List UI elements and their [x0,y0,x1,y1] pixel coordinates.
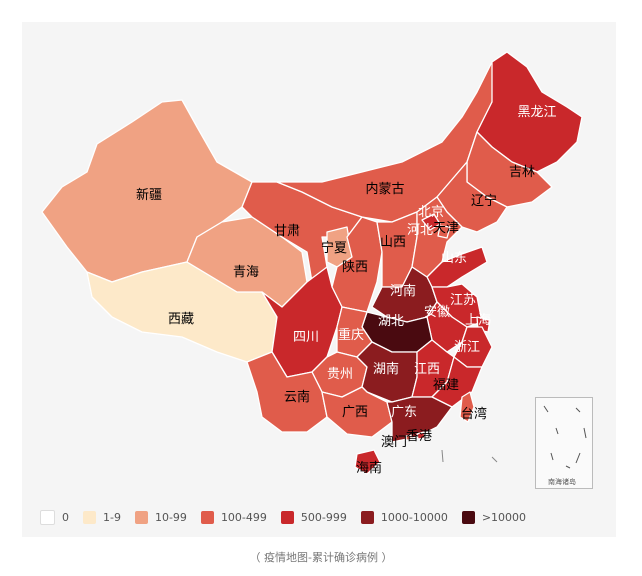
region-aomen[interactable] [405,434,412,441]
legend-swatch [83,510,96,524]
region-hainan[interactable] [354,449,381,475]
legend-item[interactable]: 100-499 [200,510,267,524]
label-guangxi: 广西 [341,405,369,420]
legend-item[interactable]: 0 [40,509,69,525]
label-taiwan: 台湾 [460,407,488,422]
legend-item[interactable]: >10000 [461,510,527,524]
label-fujian: 福建 [432,378,460,393]
label-xizang: 西藏 [167,312,195,327]
label-liaoning: 辽宁 [470,194,498,209]
legend-swatch [280,510,294,524]
label-zhejiang: 浙江 [453,340,481,355]
label-xianggang: 香港 [405,429,433,444]
legend-label: 1-9 [103,510,121,524]
island-line [491,456,498,463]
label-anhui: 安徽 [423,305,451,320]
label-guangdong: 广东 [390,405,418,420]
region-beijing[interactable] [421,213,441,231]
island-line [441,449,444,463]
legend-swatch [360,510,374,524]
label-hainan: 海南 [355,461,383,476]
legend-swatch [40,509,55,525]
label-aomen: 澳门 [380,435,408,450]
label-sichuan: 四川 [292,330,320,345]
region-qinghai[interactable] [186,216,308,308]
china-map [41,51,583,475]
legend-item[interactable]: 1-9 [83,510,121,524]
region-taiwan[interactable] [459,391,475,423]
label-jiangxi: 江西 [413,362,441,377]
label-tianjin: 天津 [432,221,460,236]
label-guizhou: 贵州 [326,367,354,382]
legend-label: 100-499 [220,510,267,524]
label-hubei: 湖北 [377,314,405,329]
legend-item[interactable]: 1000-10000 [360,510,448,524]
legend-swatch [200,510,214,524]
label-shanghai: 上海 [464,313,492,328]
inset-islands [543,405,587,469]
label-yunnan: 云南 [283,390,311,405]
legend-label: 500-999 [300,510,347,524]
label-xinjiang: 新疆 [135,188,163,203]
label-shaanxi: 陕西 [341,260,369,275]
label-shanxi: 山西 [379,235,407,250]
label-ningxia: 宁夏 [320,241,348,256]
legend-swatch [134,510,148,524]
label-neimenggu: 内蒙古 [365,182,405,197]
label-beijing: 北京 [417,205,445,220]
label-jiangsu: 江苏 [449,293,477,308]
legend-item[interactable]: 10-99 [134,510,187,524]
label-jilin: 吉林 [508,165,536,180]
inset-label: 南海诸岛 [548,478,576,486]
legend-label: 1000-10000 [380,510,448,524]
legend-label: >10000 [481,510,527,524]
label-chongqing: 重庆 [337,328,365,343]
label-hebei: 河北 [406,223,434,238]
label-shandong: 山东 [440,251,468,266]
region-tianjin[interactable] [437,225,451,239]
label-heilongjiang: 黑龙江 [517,105,557,120]
legend-item[interactable]: 500-999 [280,510,347,524]
legend: 0 1-9 10-99 100-499 500-999 1000-10000 >… [40,508,540,526]
legend-label: 10-99 [154,510,187,524]
region-xianggang[interactable] [416,431,426,440]
region-guangdong[interactable] [386,396,453,443]
legend-swatch [461,510,475,524]
label-gansu: 甘肃 [273,224,301,239]
region-liaoning[interactable] [436,161,508,233]
map-caption: （ 疫情地图-累计确诊病例 ） [249,551,393,564]
label-hunan: 湖南 [372,362,400,377]
label-qinghai: 青海 [232,265,260,280]
region-hebei[interactable] [411,196,463,278]
label-henan: 河南 [389,284,417,299]
south-china-sea-inset: 南海诸岛 [535,397,593,489]
legend-label: 0 [62,510,69,524]
